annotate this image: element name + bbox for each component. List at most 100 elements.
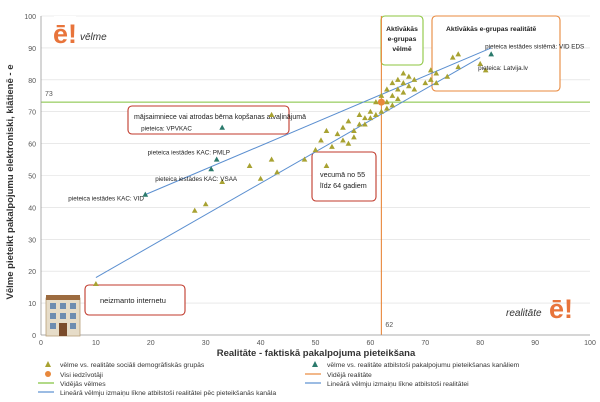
x-tick-label: 20 (147, 340, 155, 347)
callout-box-mothers (127, 105, 290, 135)
demographic-point (395, 95, 401, 102)
demographic-point (373, 111, 379, 117)
demographic-point (274, 169, 280, 175)
demographic-point (345, 118, 352, 124)
callout-box-age (311, 151, 377, 202)
x-tick-label: 100 (584, 340, 596, 347)
point-annotation: pieteica: VPVKAC (141, 126, 192, 133)
callout-text-mothers: mājsaimniece vai atrodas bērna kopšanas … (134, 114, 306, 121)
channel-point (213, 156, 220, 162)
demographic-point (367, 115, 374, 121)
x-tick-label: 80 (476, 340, 484, 347)
y-tick-label: 90 (28, 46, 36, 53)
x-tick-label: 0 (39, 340, 43, 347)
demographic-point (422, 79, 429, 86)
callout-text-age: vecumā no 55 (320, 170, 365, 179)
legend-label: Vidējā realitāte (327, 372, 372, 379)
point-annotations: pieteica iestādes KAC: VID pieteica iestā… (68, 43, 584, 202)
demographic-point (329, 143, 335, 149)
legend: vēlme vs. realitāte sociāli demogrāfiskā… (38, 361, 520, 397)
y-tick-label: 40 (28, 205, 36, 212)
y-tick-label: 0 (32, 333, 36, 340)
x-tick-label: 60 (367, 340, 375, 347)
trendlines (95, 47, 492, 279)
all-population-point (377, 98, 385, 106)
demographic-point (384, 99, 390, 105)
legend-label: Lineārā vēlmju izmaiņu līkne atbilstoši … (327, 381, 469, 388)
legend-marker (45, 371, 51, 377)
demographic-point (323, 162, 330, 169)
demographic-point (433, 79, 440, 86)
demographic-point (345, 140, 352, 146)
demographic-point (373, 99, 379, 105)
demographic-point (400, 70, 407, 76)
x-tick-label: 90 (531, 340, 539, 347)
demographic-point (411, 86, 418, 92)
legend-marker (45, 361, 51, 367)
channel-point (208, 166, 215, 172)
demographic-point (395, 86, 401, 92)
demographic-point (477, 60, 484, 66)
y-tick-label: 20 (28, 269, 36, 276)
legend-label: Visi iedzīvotāji (60, 372, 103, 379)
point-annotation: pieteica iestādes KAC: VSAA (155, 176, 238, 183)
demographic-point (318, 137, 324, 143)
demographic-point (455, 51, 462, 57)
demographic-point (323, 127, 330, 133)
x-tick-label: 50 (312, 340, 320, 347)
data-points (93, 51, 495, 287)
demographic-point (268, 156, 275, 162)
legend-label: vēlme vs. realitāte sociāli demogrāfiskā… (60, 362, 205, 369)
x-tick-label: 30 (202, 340, 210, 347)
y-tick-label: 50 (28, 174, 36, 181)
reference-lines: 73 62 (41, 16, 590, 335)
logo-text: ē! (549, 294, 573, 324)
y-tick-label: 100 (24, 14, 36, 21)
demographic-point (334, 131, 341, 137)
demographic-point (340, 124, 346, 130)
demographic-point (378, 92, 385, 98)
axes: 0 10 20 30 40 50 60 70 80 90 100 0 10 20 30 40 50 60 70 80 9… (24, 14, 596, 347)
demographic-point (427, 76, 434, 82)
y-tick-label: 60 (28, 142, 36, 149)
demographic-point (219, 178, 226, 184)
y-tick-label: 80 (28, 78, 36, 85)
building-icon (45, 295, 81, 337)
demographic-point (400, 79, 407, 86)
demographic-point (384, 105, 390, 111)
y-tick-label: 10 (28, 301, 36, 308)
average-wish-label: 73 (45, 91, 53, 98)
legend-label: vēlme vs. realitāte atbilstoši pakalpoju… (327, 362, 520, 369)
demographic-point (400, 89, 407, 95)
demographic-point (433, 70, 440, 76)
callout-text-top_green: vēlmē (392, 46, 411, 53)
point-annotation: pieteica iestādes KAC: VID (68, 196, 144, 203)
callout-text-nonet: neizmanto internetu (100, 296, 166, 305)
point-annotation: pieteica: Latvija.lv (478, 65, 529, 72)
demographic-point (356, 111, 363, 117)
demographic-point (389, 92, 396, 98)
x-tick-label: 40 (257, 340, 265, 347)
demographic-point (246, 162, 253, 169)
x-tick-label: 70 (421, 340, 429, 347)
corner-label-reality: realitāte (506, 308, 542, 319)
average-reality-label: 62 (385, 322, 393, 329)
callout-text-age: līdz 64 gadiem (320, 181, 367, 190)
e-logo-top: ē! (53, 16, 77, 49)
legend-label: Lineārā vēlmju izmaiņu līkne atbilstoši … (60, 390, 276, 397)
demographic-point (362, 121, 368, 127)
point-annotation: pieteica iestādes KAC: PMLP (148, 150, 230, 157)
demographic-point (268, 111, 275, 117)
y-axis-label: Vēlme pieteikt pakalpojumu elektroniski,… (5, 65, 16, 300)
channel-point (142, 191, 149, 197)
demographic-point (384, 86, 390, 92)
demographic-point (340, 137, 346, 143)
channel-point (488, 51, 495, 57)
e-logo-bottom: ē! (549, 294, 573, 324)
channel-point (219, 124, 226, 130)
point-annotation: pieteica iestādes sistēmā: VID EDS (485, 43, 584, 50)
y-tick-label: 30 (28, 237, 36, 244)
demographic-point (389, 79, 396, 86)
demographic-point (455, 64, 462, 70)
logo-text: ē! (53, 19, 77, 49)
